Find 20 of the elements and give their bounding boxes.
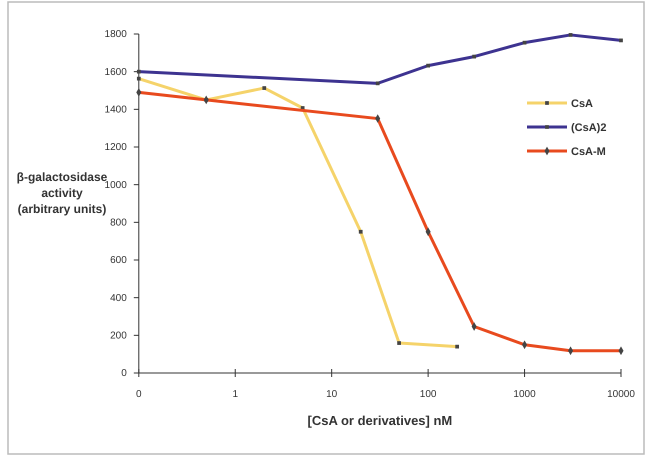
y-tick-label: 400: [110, 292, 128, 304]
legend-label: (CsA)2: [571, 122, 606, 134]
y-tick-label: 600: [110, 255, 128, 266]
x-tick-label: 0: [136, 389, 142, 400]
x-tick-label: 1: [232, 389, 238, 400]
y-tick-label: 1400: [104, 104, 128, 116]
y-tick-label: 200: [110, 330, 128, 342]
x-tick-label: 10: [326, 389, 338, 400]
y-tick-label: 0: [121, 368, 128, 380]
legend-label: CsA: [571, 98, 594, 110]
y-tick-label: 800: [110, 218, 128, 229]
x-tick-label: 10000: [607, 389, 636, 400]
y-tick-label: 1800: [104, 29, 128, 40]
y-tick-label: 1200: [104, 142, 128, 154]
y-tick-label: 1000: [104, 180, 128, 191]
legend-label: CsA-M: [571, 146, 606, 158]
y-tick-label: 1600: [104, 66, 128, 78]
x-axis-title: [CsA or derivatives] nM: [308, 413, 452, 428]
x-tick-label: 1000: [513, 389, 536, 400]
x-tick-label: 100: [420, 389, 437, 400]
